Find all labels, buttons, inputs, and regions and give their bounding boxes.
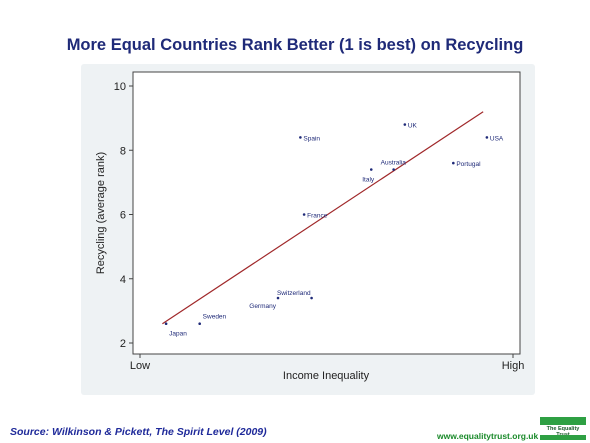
equality-trust-logo: The Equality Trust [540,417,586,441]
y-tick-label: 2 [120,338,126,350]
y-axis: 2 4 6 8 10 [114,81,133,350]
fit-line [162,111,484,325]
y-tick-label: 10 [114,81,126,93]
point-label: Spain [303,135,320,142]
point-label: France [307,213,328,220]
point-label: Japan [169,331,187,338]
logo-leaf-icon [540,417,586,425]
data-point [392,168,395,171]
data-point [485,136,489,139]
y-tick-label: 8 [120,145,126,157]
x-axis-label: Income Inequality [283,370,370,382]
point-label: Switzerland [277,290,311,297]
y-tick-label: 6 [120,210,126,222]
point-label: UK [408,123,418,130]
fit-line-group [162,111,484,325]
source-citation: Source: Wilkinson & Pickett, The Spirit … [10,426,267,438]
data-point [198,322,201,326]
chart-title: More Equal Countries Rank Better (1 is b… [66,36,524,54]
data-point [276,296,280,300]
website-link[interactable]: www.equalitytrust.org.uk [437,431,539,441]
y-tick-label: 4 [120,274,126,286]
point-label: USA [490,135,504,142]
data-point [164,322,168,326]
point-label: Australia [381,160,407,167]
x-tick-label: Low [130,360,150,372]
logo-leaf-icon [540,435,586,440]
point-label: Sweden [203,314,227,321]
data-point [403,123,407,126]
y-axis-label: Recycling (average rank) [95,152,107,274]
data-point [302,213,306,216]
x-axis: Low High [130,354,524,372]
x-tick-label: High [502,360,525,372]
point-label: Italy [362,177,375,184]
data-point [452,161,455,165]
point-label: Portugal [456,161,481,168]
point-label: Germany [249,303,276,310]
data-point [310,296,313,300]
data-point [369,168,373,171]
plot-area [132,71,521,355]
data-point [299,136,302,139]
